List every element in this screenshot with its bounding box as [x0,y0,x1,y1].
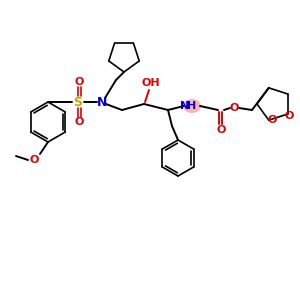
Text: H: H [188,101,196,111]
Text: O: O [284,111,293,121]
Text: N: N [180,101,190,111]
Text: O: O [216,125,226,135]
Text: N: N [97,95,107,109]
Text: O: O [267,115,276,125]
Text: S: S [74,95,82,109]
Text: O: O [29,155,39,165]
Text: O: O [74,117,84,127]
Text: OH: OH [142,78,160,88]
Text: O: O [229,103,239,113]
Text: O: O [74,77,84,87]
Ellipse shape [183,99,201,113]
